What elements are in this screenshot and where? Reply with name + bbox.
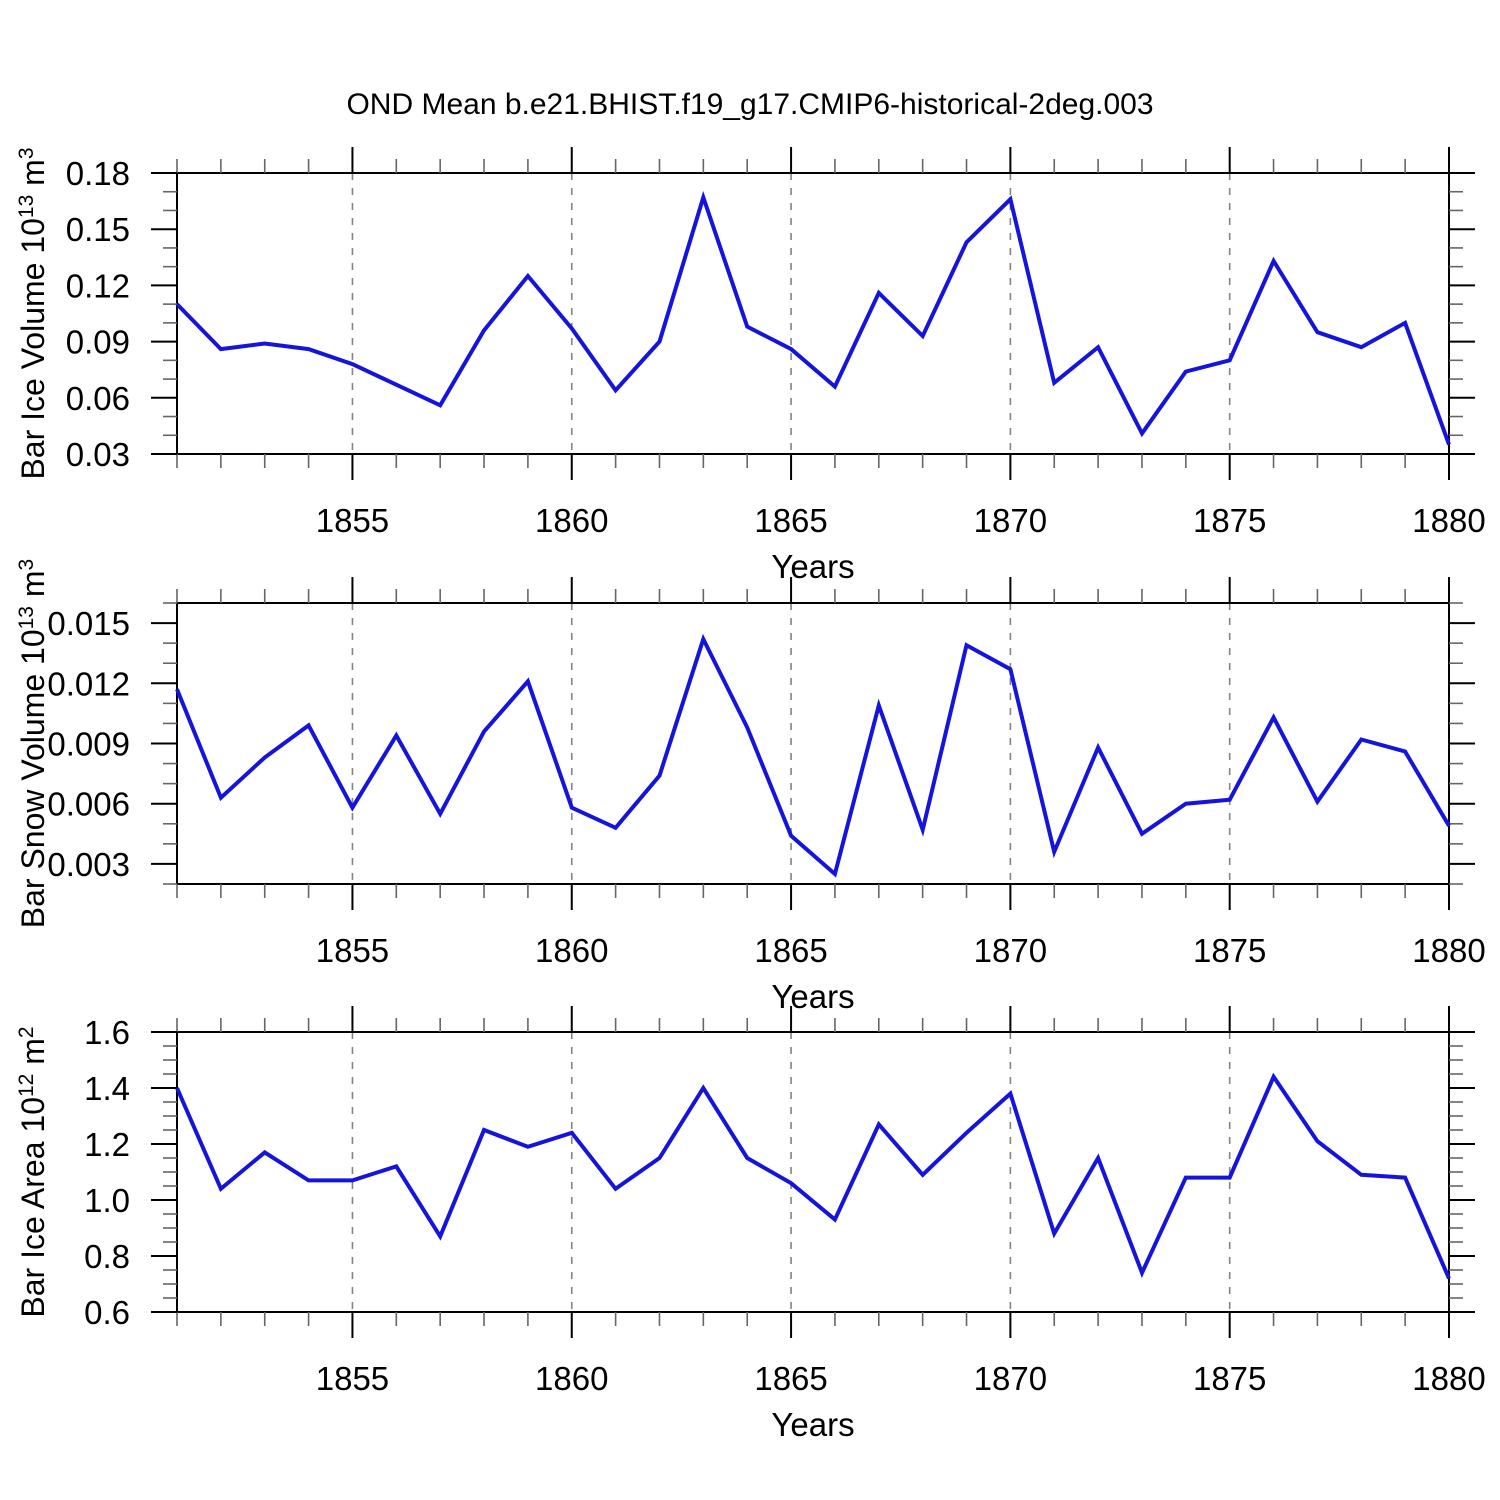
x-tick-label: 1870 (974, 502, 1047, 539)
data-line (175, 1072, 1451, 1280)
x-tick-label: 1860 (535, 1360, 608, 1397)
x-tick-label: 1855 (316, 1360, 389, 1397)
x-tick-label: 1880 (1412, 932, 1485, 969)
y-tick-label: 0.03 (66, 436, 130, 473)
y-tick-label: 0.12 (66, 267, 130, 304)
y-tick-label: 0.6 (84, 1294, 130, 1331)
chart-panels: 0.03 0.06 0.09 0.12 0.15 0.18 1855 1860 1865 1870… (15, 147, 1486, 1443)
panel-3: 0.6 0.8 1.0 1.2 1.4 1.6 1855 1860 1865 1870 1875 18… (15, 1006, 1486, 1443)
x-axis-label: Years (771, 978, 854, 1015)
y-tick-label: 0.015 (47, 605, 130, 642)
data-line (175, 190, 1451, 446)
y-tick-label: 0.18 (66, 155, 130, 192)
y-axis-label: Bar Snow Volume 1013 m3 (15, 559, 51, 928)
plot-frame (176, 172, 1450, 455)
x-axis-label: Years (771, 1406, 854, 1443)
x-tick-label: 1865 (754, 1360, 827, 1397)
y-axis-label: Bar Ice Volume 1013 m3 (15, 147, 51, 479)
x-tick-label: 1855 (316, 932, 389, 969)
panel-2: 0.003 0.006 0.009 0.012 0.015 1855 1860 1865 187… (15, 559, 1486, 1015)
plot-frame (176, 1031, 1450, 1313)
figure-title: OND Mean b.e21.BHIST.f19_g17.CMIP6-histo… (346, 88, 1153, 121)
x-tick-label: 1880 (1412, 502, 1485, 539)
x-tick-label: 1860 (535, 932, 608, 969)
y-tick-label: 1.4 (84, 1070, 130, 1107)
x-tick-label: 1865 (754, 502, 827, 539)
y-tick-label: 0.006 (47, 786, 130, 823)
x-tick-label: 1870 (974, 932, 1047, 969)
x-tick-label: 1860 (535, 502, 608, 539)
y-tick-label: 0.012 (47, 665, 130, 702)
y-tick-label: 0.09 (66, 324, 130, 361)
y-tick-label: 1.2 (84, 1126, 130, 1163)
x-tick-label: 1875 (1193, 502, 1266, 539)
x-axis-label: Years (771, 548, 854, 585)
y-tick-label: 1.0 (84, 1182, 130, 1219)
y-axis-label: Bar Ice Area 1012 m2 (15, 1026, 51, 1317)
x-tick-label: 1875 (1193, 932, 1266, 969)
y-tick-label: 0.06 (66, 380, 130, 417)
x-tick-label: 1880 (1412, 1360, 1485, 1397)
y-tick-label: 0.15 (66, 211, 130, 248)
y-tick-label: 0.009 (47, 726, 130, 763)
x-tick-label: 1855 (316, 502, 389, 539)
data-line (175, 633, 1451, 878)
y-tick-label: 1.6 (84, 1014, 130, 1051)
x-tick-label: 1865 (754, 932, 827, 969)
panel-1: 0.03 0.06 0.09 0.12 0.15 0.18 1855 1860 1865 1870… (15, 147, 1486, 585)
y-tick-label: 0.003 (47, 846, 130, 883)
x-tick-label: 1870 (974, 1360, 1047, 1397)
x-tick-label: 1875 (1193, 1360, 1266, 1397)
y-tick-label: 0.8 (84, 1238, 130, 1275)
